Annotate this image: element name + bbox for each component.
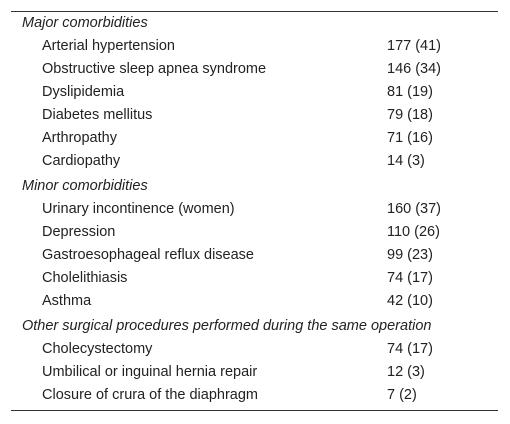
row-label: Arterial hypertension (42, 38, 175, 54)
row-value: 7 (2) (387, 387, 417, 403)
row-value: 81 (19) (387, 84, 433, 100)
row-label: Closure of crura of the diaphragm (42, 387, 258, 403)
row-value: 79 (18) (387, 107, 433, 123)
row-value: 74 (17) (387, 270, 433, 286)
row-label: Gastroesophageal reflux disease (42, 247, 254, 263)
row-value: 42 (10) (387, 293, 433, 309)
row-label: Diabetes mellitus (42, 107, 153, 123)
row-value: 12 (3) (387, 364, 425, 380)
row-label: Cholelithiasis (42, 270, 128, 286)
row-value: 160 (37) (387, 201, 442, 217)
section-title: Minor comorbidities (22, 178, 148, 194)
row-value: 99 (23) (387, 247, 433, 263)
row-value: 71 (16) (387, 130, 433, 146)
row-label: Asthma (42, 293, 92, 309)
row-label: Umbilical or inguinal hernia repair (42, 364, 258, 380)
row-value: 110 (26) (387, 224, 440, 240)
top-rule (11, 11, 498, 12)
row-value: 177 (41) (387, 38, 442, 54)
row-label: Depression (42, 224, 116, 240)
row-label: Cardiopathy (42, 153, 121, 169)
row-value: 14 (3) (387, 153, 425, 169)
row-label: Dyslipidemia (42, 84, 125, 100)
row-label: Arthropathy (42, 130, 117, 146)
row-label: Cholecystectomy (42, 341, 153, 357)
row-value: 74 (17) (387, 341, 433, 357)
row-label: Urinary incontinence (women) (42, 201, 235, 217)
row-label: Obstructive sleep apnea syndrome (42, 61, 267, 77)
section-title: Major comorbidities (22, 15, 148, 31)
section-title: Other surgical procedures performed duri… (22, 318, 432, 334)
bottom-rule (11, 410, 498, 411)
row-value: 146 (34) (387, 61, 442, 77)
